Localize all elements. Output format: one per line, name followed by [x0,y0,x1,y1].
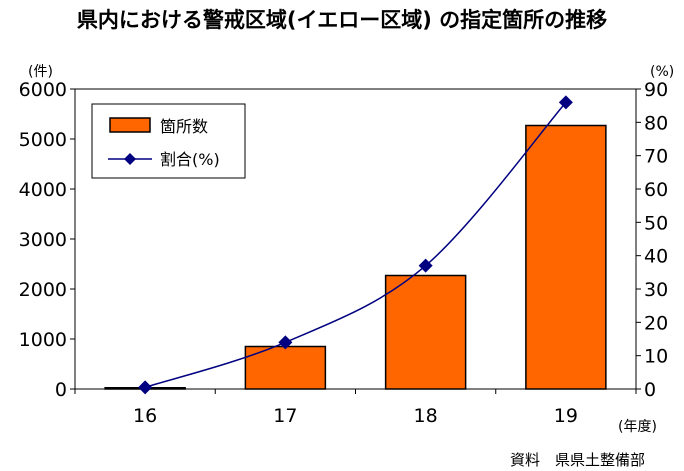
y-right-tick-label: 30 [644,279,668,301]
line-point [278,335,293,350]
y-left-tick-label: 6000 [19,79,67,101]
legend [91,103,246,179]
legend-line-label: 割合(%) [160,150,220,169]
x-unit: (年度) [618,419,657,435]
y-right-tick-label: 50 [644,212,668,234]
series-line [144,101,567,389]
y-left-tick-label: 2000 [19,279,67,301]
chart-title: 県内における警戒区域(イエロー区域) の指定箇所の推移 [76,8,608,32]
y-right-tick-label: 80 [644,112,668,134]
line-point [558,95,573,110]
y-right-tick-label: 0 [644,379,656,401]
line-point [418,258,433,273]
y-left-unit: (件) [28,64,53,80]
legend-bar-swatch [109,117,151,133]
x-tick-label: 17 [273,405,297,427]
y-left-tick-label: 0 [55,379,67,401]
y-right-tick-label: 20 [644,312,668,334]
y-left-tick-label: 5000 [19,129,67,151]
bar [525,124,607,390]
line-point [138,380,153,395]
legend-bar-label: 箇所数 [160,117,208,136]
bar [244,345,327,390]
x-tick-label: 18 [414,405,438,427]
y-right-unit: (%) [650,64,674,80]
y-right-tick-label: 90 [644,79,668,101]
y-right-tick-label: 60 [644,179,668,201]
y-left-tick-label: 4000 [19,179,67,201]
x-tick-label: 16 [133,405,157,427]
legend-line-marker [124,153,136,165]
y-left-tick-label: 3000 [19,229,67,251]
y-right-tick-label: 10 [644,346,668,368]
y-right-tick-label: 70 [644,146,668,168]
source-note: 資料 県県土整備部 [510,451,646,469]
x-tick-label: 19 [554,405,578,427]
bar [384,274,467,390]
y-right-tick-label: 40 [644,246,668,268]
y-left-tick-label: 1000 [19,329,67,351]
